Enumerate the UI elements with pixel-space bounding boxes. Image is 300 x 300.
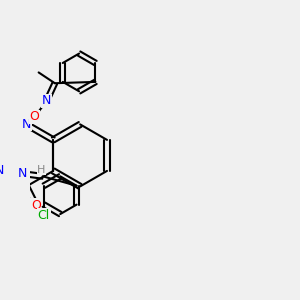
Text: N: N [0, 164, 4, 177]
Text: N: N [18, 167, 27, 180]
Text: O: O [31, 199, 41, 212]
Text: H: H [37, 165, 46, 175]
Text: N: N [42, 94, 51, 107]
Text: N: N [22, 118, 31, 131]
Text: Cl: Cl [38, 209, 50, 222]
Text: O: O [30, 110, 40, 124]
